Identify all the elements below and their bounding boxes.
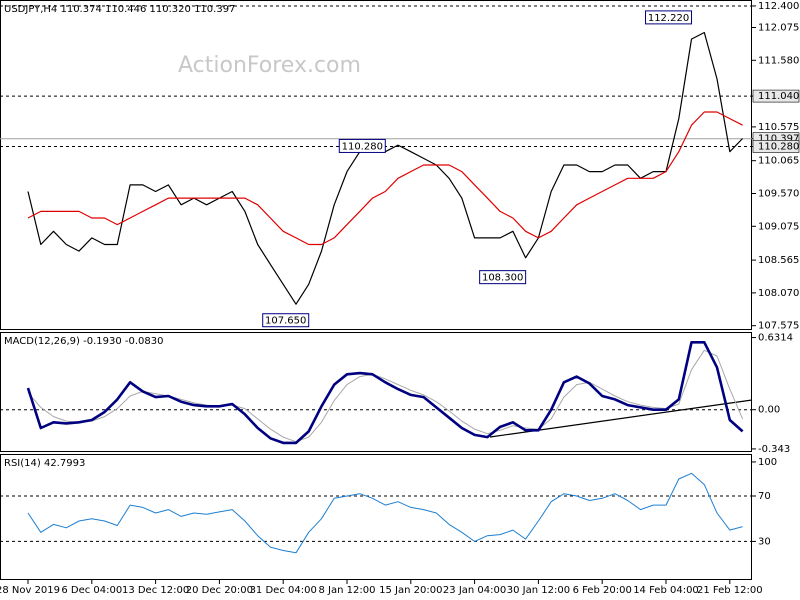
y-tick-label: 107.575 [758, 321, 799, 332]
x-tick-label: 23 Jan 04:00 [443, 585, 506, 596]
x-tick-label: 30 Jan 12:00 [507, 585, 570, 596]
panel-title: MACD(12,26,9) -0.1930 -0.0830 [4, 336, 164, 347]
y-tick-label: 110.065 [758, 156, 799, 167]
y-tick-label: 108.565 [758, 255, 799, 266]
panel-frame [0, 332, 752, 452]
price-callout [479, 270, 527, 285]
y-tick-label: 109.570 [758, 188, 799, 199]
x-tick-label: 15 Jan 20:00 [379, 585, 442, 596]
y-tick-label: 30 [758, 536, 771, 547]
series-line [27, 111, 743, 246]
y-tick-label: 111.580 [758, 55, 799, 66]
y-tick-label: 110.397 [758, 134, 799, 145]
panel-title: USDJPY,H4 110.374 110.446 110.320 110.39… [4, 4, 235, 15]
panel-title: RSI(14) 42.7993 [4, 458, 85, 469]
price-box [752, 140, 800, 153]
callout-label: 107.650 [265, 316, 306, 327]
x-tick-label: 20 Dec 20:00 [186, 585, 253, 596]
x-tick-label: 21 Feb 12:00 [697, 585, 763, 596]
y-tick-label: 0.00 [758, 405, 780, 416]
panel-frame [0, 0, 752, 330]
x-tick-label: 28 Nov 2019 [0, 585, 60, 596]
y-tick-label: 109.075 [758, 221, 799, 232]
y-tick-label: -0.343 [758, 444, 790, 455]
price-box [752, 89, 800, 103]
x-tick-label: 6 Dec 04:00 [61, 585, 122, 596]
x-tick-label: 13 Dec 12:00 [122, 585, 189, 596]
y-tick-label: 112.075 [758, 23, 799, 34]
callout-label: 108.300 [482, 273, 523, 284]
y-tick-label: 110.575 [758, 122, 799, 133]
y-tick-label: 110.280 [758, 141, 799, 152]
y-tick-label: 112.400 [758, 1, 799, 12]
y-tick-label: 111.040 [758, 91, 799, 102]
watermark: ActionForex.com [178, 53, 361, 78]
y-tick-label: 70 [758, 491, 771, 502]
series-line [27, 472, 743, 554]
callout-label: 112.220 [648, 13, 689, 24]
callout-label: 110.280 [342, 141, 383, 152]
y-tick-label: 108.070 [758, 288, 799, 299]
price-callout [338, 138, 386, 153]
x-tick-label: 6 Feb 20:00 [573, 585, 632, 596]
panel-frame [0, 454, 752, 580]
x-tick-label: 31 Dec 04:00 [250, 585, 317, 596]
y-tick-label: 0.6314 [758, 333, 793, 344]
price-callout [645, 10, 693, 25]
y-tick-label: 100 [758, 457, 777, 468]
x-tick-label: 14 Feb 04:00 [633, 585, 699, 596]
x-tick-label: 8 Jan 12:00 [319, 585, 376, 596]
price-callout [262, 313, 310, 328]
series-line [26, 341, 744, 445]
